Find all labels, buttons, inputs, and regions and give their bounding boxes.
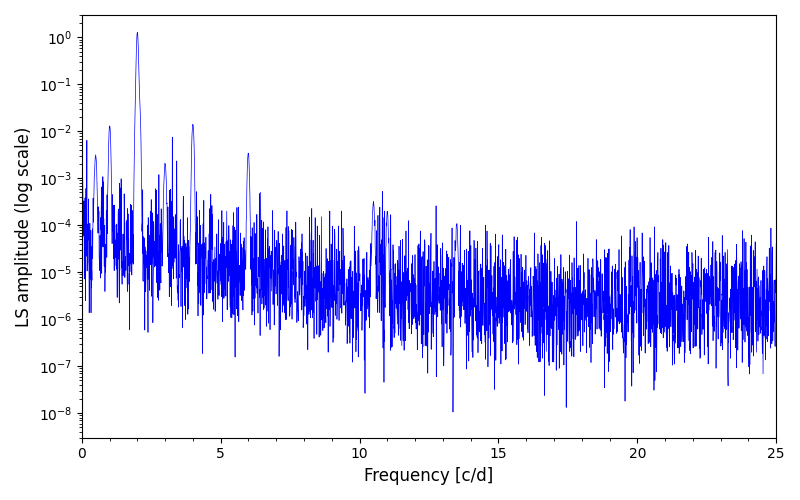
X-axis label: Frequency [c/d]: Frequency [c/d] [364, 467, 494, 485]
Y-axis label: LS amplitude (log scale): LS amplitude (log scale) [15, 126, 33, 326]
